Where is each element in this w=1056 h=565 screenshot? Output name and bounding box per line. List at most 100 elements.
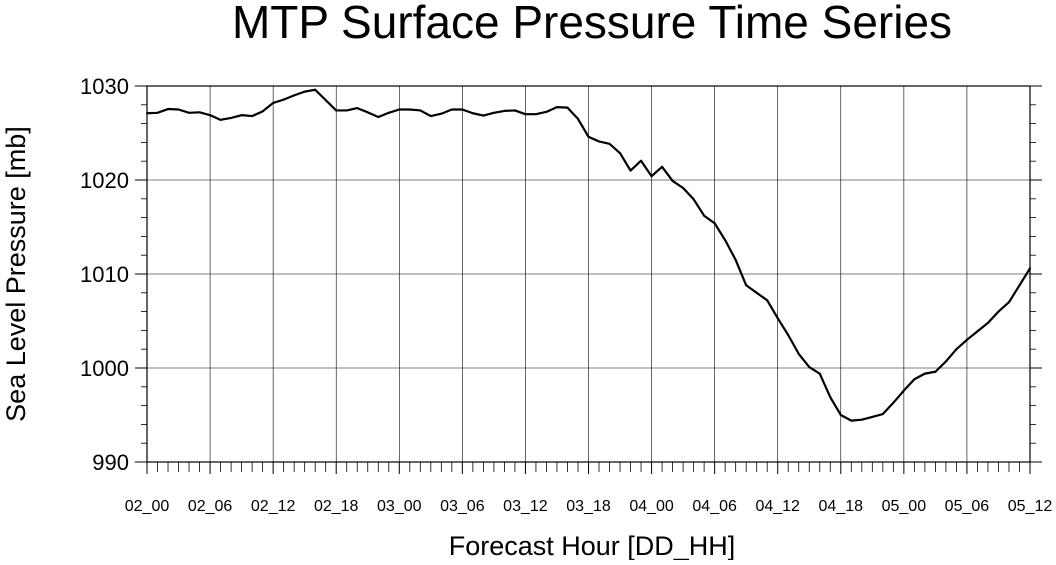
pressure-data-point — [640, 159, 643, 162]
pressure-data-point — [503, 109, 506, 112]
pressure-data-point — [671, 179, 674, 182]
y-tick-label: 1030 — [80, 74, 129, 99]
pressure-data-point — [419, 109, 422, 112]
pressure-data-point — [188, 111, 191, 114]
pressure-data-point — [871, 415, 874, 418]
pressure-data-point — [755, 291, 758, 294]
pressure-data-point — [272, 101, 275, 104]
x-tick-label: 03_06 — [440, 498, 485, 515]
pressure-data-point — [661, 165, 664, 168]
x-tick-label: 04_12 — [755, 498, 800, 515]
pressure-data-point — [356, 107, 359, 110]
x-tick-label: 03_00 — [377, 498, 422, 515]
x-tick-label: 05_00 — [882, 498, 927, 515]
pressure-data-point — [429, 115, 432, 118]
x-tick-label: 04_18 — [819, 498, 864, 515]
pressure-data-point — [335, 109, 338, 112]
pressure-data-point — [261, 110, 264, 113]
pressure-data-point — [818, 372, 821, 375]
grid — [147, 86, 1030, 462]
y-tick-label: 990 — [92, 450, 129, 475]
pressure-data-point — [230, 116, 233, 119]
pressure-data-point — [492, 111, 495, 114]
pressure-data-point — [913, 378, 916, 381]
pressure-data-point — [177, 108, 180, 111]
pressure-data-point — [293, 94, 296, 97]
pressure-data-point — [944, 360, 947, 363]
pressure-data-point — [892, 401, 895, 404]
pressure-data-point — [555, 106, 558, 109]
x-tick-label: 05_12 — [1008, 498, 1053, 515]
pressure-data-point — [282, 98, 285, 101]
pressure-data-point — [1007, 301, 1010, 304]
pressure-data-point — [440, 112, 443, 115]
y-axis-label: Sea Level Pressure [mb] — [1, 126, 31, 422]
pressure-data-point — [965, 338, 968, 341]
y-tick-label: 1000 — [80, 356, 129, 381]
pressure-data-point — [997, 310, 1000, 313]
pressure-data-point — [513, 109, 516, 112]
pressure-data-point — [797, 352, 800, 355]
x-tick-label: 04_06 — [692, 498, 737, 515]
pressure-data-point — [808, 366, 811, 369]
pressure-data-point — [566, 106, 569, 109]
x-tick-label: 02_00 — [125, 498, 170, 515]
x-tick-label: 02_18 — [314, 498, 359, 515]
pressure-data-point — [629, 169, 632, 172]
y-tick-label: 1010 — [80, 262, 129, 287]
pressure-data-point — [608, 142, 611, 145]
pressure-data-point — [682, 186, 685, 189]
pressure-data-point — [839, 414, 842, 416]
pressure-data-point — [787, 334, 790, 337]
x-tick-label: 02_12 — [251, 498, 296, 515]
pressure-data-point — [850, 419, 853, 422]
pressure-data-point — [387, 111, 390, 114]
series-layer — [146, 88, 1031, 422]
pressure-data-point — [345, 109, 348, 112]
y-tick-label: 1020 — [80, 168, 129, 193]
pressure-data-point — [545, 110, 548, 113]
pressure-data-point — [745, 284, 748, 287]
pressure-data-point — [303, 90, 306, 93]
pressure-data-point — [703, 214, 706, 217]
pressure-data-point — [366, 111, 369, 114]
pressure-data-point — [408, 108, 411, 111]
pressure-data-point — [576, 117, 579, 120]
x-tick-label: 02_06 — [188, 498, 233, 515]
pressure-data-point — [881, 413, 884, 416]
pressure-data-point — [1018, 284, 1021, 287]
x-tick-label: 05_06 — [945, 498, 990, 515]
chart-title: MTP Surface Pressure Time Series — [232, 0, 952, 48]
pressure-data-point — [377, 116, 380, 119]
pressure-data-point — [471, 112, 474, 115]
pressure-data-point — [955, 348, 958, 351]
pressure-data-point — [156, 111, 159, 114]
pressure-data-point — [251, 115, 254, 118]
pressure-data-point — [650, 175, 653, 178]
pressure-data-point — [534, 113, 537, 116]
pressure-data-point — [598, 140, 601, 143]
pressure-data-point — [587, 135, 590, 138]
pressure-data-point — [860, 418, 863, 421]
pressure-data-point — [240, 114, 243, 117]
pressure-data-point — [450, 108, 453, 111]
x-axis-label: Forecast Hour [DD_HH] — [449, 531, 736, 560]
pressure-data-point — [923, 372, 926, 375]
plot-frame — [146, 85, 1031, 463]
pressure-data-point — [724, 239, 727, 242]
pressure-data-point — [167, 108, 170, 111]
pressure-data-point — [692, 198, 695, 201]
pressure-data-point — [902, 389, 905, 392]
x-tick-label: 03_18 — [566, 498, 611, 515]
x-tick-label: 04_00 — [629, 498, 674, 515]
pressure-data-point — [934, 370, 937, 373]
pressure-data-point — [219, 118, 222, 121]
pressure-data-point — [482, 114, 485, 117]
x-tick-label: 03_12 — [503, 498, 548, 515]
pressure-data-point — [734, 258, 737, 261]
pressure-data-point — [713, 222, 716, 225]
pressure-data-point — [619, 152, 622, 155]
pressure-data-point — [398, 108, 401, 111]
